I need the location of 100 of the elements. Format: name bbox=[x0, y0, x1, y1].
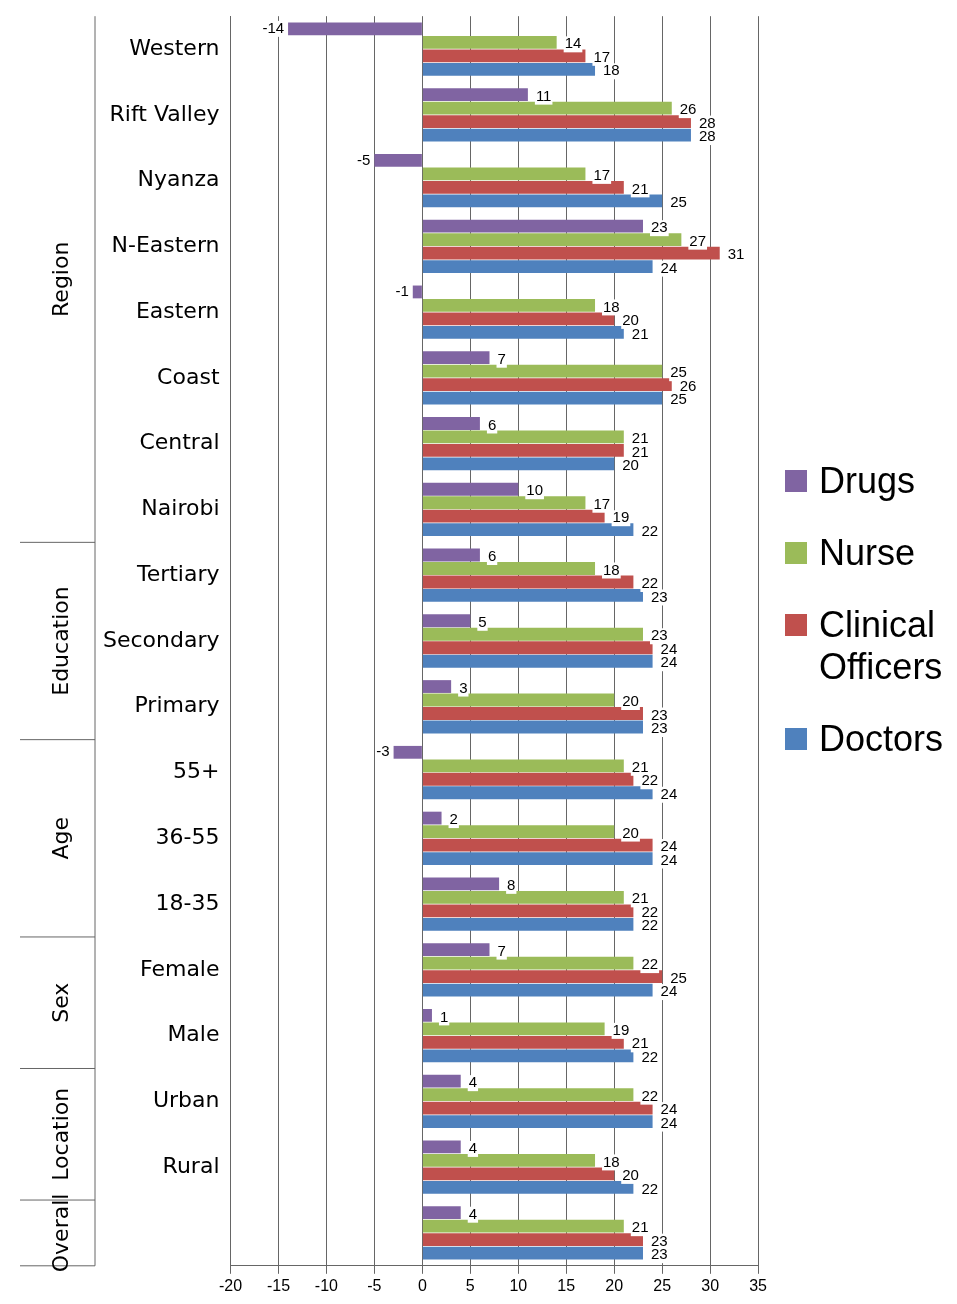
data-label: 21 bbox=[631, 179, 649, 197]
text: Location bbox=[48, 1087, 74, 1181]
data-label: 20 bbox=[622, 311, 639, 329]
bar bbox=[422, 983, 653, 997]
data-label: 14 bbox=[564, 34, 582, 52]
x-tick-label: 15 bbox=[557, 1276, 576, 1294]
text: Sex bbox=[48, 982, 74, 1023]
bar bbox=[422, 680, 452, 693]
bar bbox=[422, 811, 442, 825]
x-tick-label: 10 bbox=[509, 1276, 528, 1294]
bar bbox=[422, 772, 634, 786]
bar bbox=[422, 1049, 634, 1063]
bar bbox=[422, 1088, 634, 1102]
bar bbox=[422, 956, 634, 970]
bar bbox=[422, 49, 586, 63]
bar bbox=[422, 1219, 624, 1233]
bar bbox=[422, 496, 586, 510]
y-tick-label: N-Eastern bbox=[111, 232, 220, 258]
bar bbox=[422, 1140, 461, 1154]
bar bbox=[422, 654, 653, 668]
bar bbox=[422, 852, 653, 865]
data-label: 24 bbox=[660, 639, 678, 657]
bar bbox=[422, 589, 643, 602]
bar bbox=[422, 482, 519, 496]
bar bbox=[422, 1115, 653, 1129]
data-label: 20 bbox=[622, 1166, 639, 1184]
data-label: 1 bbox=[439, 1007, 449, 1025]
bar bbox=[422, 364, 663, 378]
bar bbox=[422, 312, 615, 326]
bar bbox=[422, 1008, 432, 1022]
bar bbox=[422, 707, 643, 720]
data-label: 22 bbox=[641, 574, 659, 592]
x-tick-label: -5 bbox=[367, 1276, 382, 1294]
data-label: 17 bbox=[593, 494, 611, 512]
data-label: 23 bbox=[650, 1245, 668, 1263]
bar bbox=[422, 430, 624, 444]
data-label: 10 bbox=[526, 481, 543, 499]
bar bbox=[422, 917, 634, 931]
y-tick-label: Male bbox=[167, 1021, 220, 1047]
y-tick-label: Urban bbox=[152, 1087, 220, 1113]
data-label: 24 bbox=[660, 1100, 678, 1118]
bar bbox=[422, 509, 605, 523]
y-tick-label: Central bbox=[139, 429, 220, 455]
data-label: 25 bbox=[670, 192, 687, 210]
data-label: 26 bbox=[679, 100, 697, 118]
data-label: 23 bbox=[650, 218, 668, 236]
data-label: 11 bbox=[535, 86, 552, 104]
bar bbox=[422, 457, 615, 471]
x-tick-label: -10 bbox=[314, 1276, 339, 1294]
data-label: 18 bbox=[603, 297, 620, 315]
data-label: 23 bbox=[650, 1231, 668, 1249]
text: Region bbox=[48, 241, 74, 317]
bar bbox=[288, 22, 422, 36]
bar bbox=[422, 1074, 461, 1088]
data-label: -14 bbox=[262, 19, 285, 36]
data-label: 18 bbox=[603, 61, 620, 79]
bar bbox=[422, 260, 653, 274]
bar bbox=[422, 838, 653, 852]
data-label: 4 bbox=[468, 1139, 478, 1157]
data-label: 28 bbox=[698, 113, 716, 131]
data-label: 6 bbox=[487, 547, 497, 565]
data-label: 22 bbox=[641, 1179, 659, 1197]
bar bbox=[422, 877, 500, 891]
x-tick-label: -20 bbox=[218, 1276, 243, 1294]
data-label: 23 bbox=[650, 587, 668, 605]
bar bbox=[422, 575, 634, 589]
legend-label: Clinical Officers bbox=[819, 604, 944, 688]
bar bbox=[422, 1035, 624, 1049]
y-tick-label: Secondary bbox=[102, 626, 220, 652]
data-label: 24 bbox=[660, 1113, 678, 1131]
bar bbox=[422, 641, 653, 655]
data-label: 21 bbox=[631, 1034, 649, 1052]
data-label: 18 bbox=[603, 560, 620, 578]
bar bbox=[422, 523, 634, 537]
x-tick-label: 20 bbox=[605, 1276, 624, 1294]
data-label: 7 bbox=[497, 941, 506, 959]
y-tick-label: Coast bbox=[157, 363, 220, 389]
x-tick-label: 35 bbox=[749, 1276, 768, 1294]
data-label: 20 bbox=[622, 692, 639, 710]
bar bbox=[422, 627, 643, 641]
bar bbox=[422, 614, 471, 628]
bar bbox=[422, 101, 672, 115]
data-label: 8 bbox=[507, 875, 516, 893]
bar bbox=[422, 180, 624, 194]
y-tick-label: Nairobi bbox=[141, 495, 220, 521]
bar bbox=[412, 285, 422, 299]
bar bbox=[422, 693, 615, 707]
text: Education bbox=[48, 586, 74, 696]
bar bbox=[422, 720, 643, 734]
y-tick-label: Eastern bbox=[135, 297, 220, 323]
bar bbox=[422, 391, 663, 405]
data-label: 2 bbox=[449, 810, 458, 828]
bar bbox=[422, 786, 653, 800]
data-label: 23 bbox=[650, 705, 668, 723]
data-label: 6 bbox=[487, 415, 497, 433]
y-tick-label: Western bbox=[129, 34, 220, 60]
y-tick-label: Female bbox=[139, 955, 220, 981]
bar bbox=[422, 890, 624, 904]
bar bbox=[422, 548, 480, 562]
data-label: 23 bbox=[650, 719, 668, 737]
